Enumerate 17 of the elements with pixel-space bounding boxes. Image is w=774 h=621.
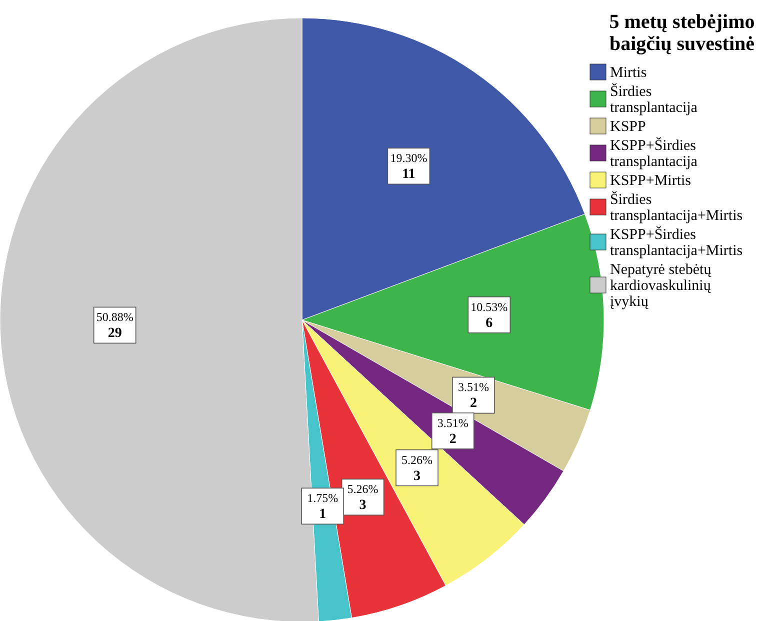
legend-label: Mirtis [610, 65, 647, 81]
legend-label: KSPP+Širdies transplantacija [610, 137, 698, 170]
legend-label: KSPP+Mirtis [610, 173, 692, 189]
data-label: 1.75% 1 [307, 491, 338, 522]
legend-label: Širdies transplantacija+Mirtis [610, 191, 743, 224]
legend-label: Širdies transplantacija [610, 83, 698, 116]
legend-label: KSPP [610, 119, 646, 135]
data-label: 5.26% 3 [347, 482, 378, 514]
data-label: 10.53% 6 [470, 300, 508, 331]
legend-label: Nepatyrė stebėtų kardiovaskulinių įvykių [610, 262, 712, 310]
data-label: 3.51% 2 [458, 380, 489, 412]
data-label: 5.26% 3 [402, 452, 433, 484]
data-label: 50.88% 29 [96, 310, 134, 342]
data-label: 19.30% 11 [390, 151, 428, 182]
legend-title: 5 metų stebėjimo baigčių suvestinė [609, 11, 755, 55]
legend-label: KSPP+Širdies transplantacija+Mirtis [610, 226, 743, 259]
data-label: 3.51% 2 [437, 416, 468, 447]
